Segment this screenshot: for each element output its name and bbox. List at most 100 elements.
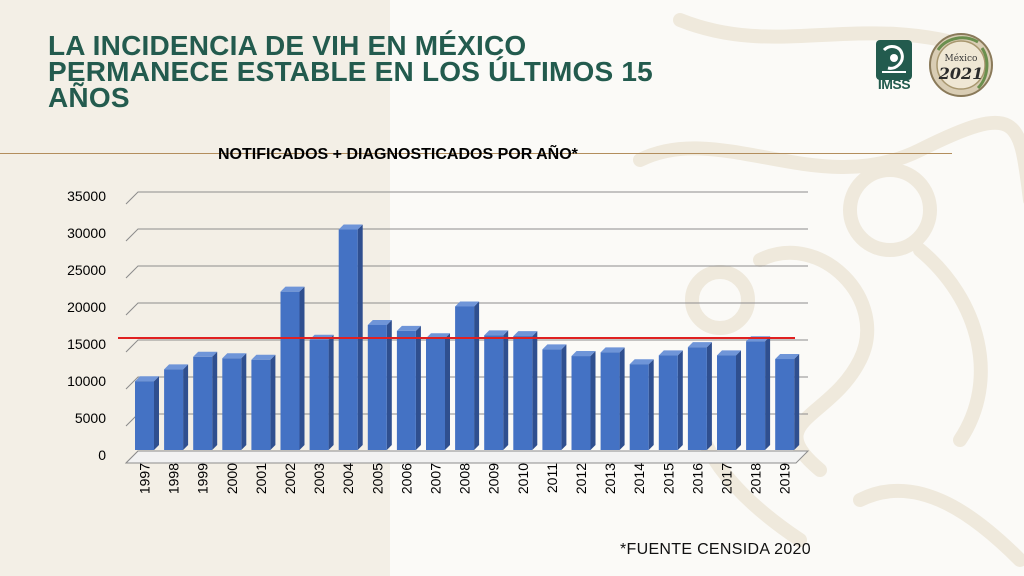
bar-side (590, 351, 596, 450)
x-tick-label: 2014 (631, 463, 647, 494)
slide-title-line-3: AÑOS (48, 82, 130, 113)
bar-2011 (542, 344, 567, 450)
imss-logo-icon (876, 40, 912, 80)
x-tick-label: 1999 (195, 463, 211, 494)
x-tick-label: 2018 (748, 463, 764, 494)
bar-front (222, 358, 242, 450)
bar-front (164, 369, 184, 450)
bar-top (455, 301, 480, 307)
bar-top (222, 353, 247, 359)
x-tick-label: 2000 (224, 463, 240, 494)
bar-front (193, 356, 213, 450)
bar-front (135, 381, 154, 450)
bar-top (717, 350, 741, 356)
bar-side (736, 350, 741, 450)
bar-front (426, 338, 445, 450)
bar-2001 (251, 354, 276, 450)
x-tick-label: 2006 (398, 463, 414, 494)
bar-side (677, 350, 683, 450)
bar-top (164, 364, 189, 370)
bar-front (629, 364, 649, 450)
chart-floor (124, 450, 810, 464)
x-tick-label: 2015 (660, 463, 676, 494)
x-tick-label: 1998 (166, 463, 182, 494)
gridline-15000 (125, 339, 808, 353)
bar-front (251, 359, 271, 450)
x-tick-label: 2016 (689, 463, 705, 494)
bar-front (280, 291, 300, 450)
mexico-2021-seal-icon (929, 33, 993, 97)
bar-side (794, 354, 800, 450)
bar-2019 (775, 354, 800, 450)
y-tick-label: 35000 (67, 188, 106, 204)
chart-bars (135, 224, 800, 450)
x-tick-label: 2011 (544, 463, 560, 493)
slide-title: LA INCIDENCIA DE VIH EN MÉXICO PERMANECE… (48, 32, 768, 113)
bar-side (765, 336, 771, 450)
gridline-25000 (125, 265, 808, 279)
x-tick-label: 1997 (137, 463, 153, 494)
bar-front (746, 341, 766, 450)
bar-top (571, 351, 596, 357)
bar-front (396, 330, 416, 450)
bar-top (280, 286, 305, 292)
x-tick-label: 2008 (457, 463, 473, 494)
x-tick-label: 2013 (602, 463, 618, 494)
x-axis-tick-labels: 1997 1998 1999 2000 2001 2002 2003 2004 2005 2006… (137, 463, 793, 494)
bar-side (415, 325, 421, 450)
bar-side (299, 286, 305, 450)
bar-2012 (571, 351, 596, 450)
background-left-panel (0, 0, 390, 576)
bar-2000 (222, 353, 247, 450)
x-tick-label: 2017 (719, 463, 735, 494)
bar-1997 (135, 376, 159, 450)
header-divider (0, 153, 952, 154)
gridline-20000 (125, 302, 808, 316)
bar-top (367, 319, 392, 325)
bar-side (241, 353, 247, 450)
bar-front (309, 339, 329, 450)
bar-side (212, 351, 218, 450)
y-tick-label: 15000 (67, 336, 106, 352)
bar-side (619, 347, 625, 450)
bar-top (338, 224, 363, 230)
bar-2004 (338, 224, 363, 450)
bar-side (270, 354, 276, 450)
bar-side (183, 364, 189, 450)
seal-year-text: 2021 (938, 64, 984, 83)
y-tick-label: 5000 (75, 410, 106, 426)
y-tick-label: 20000 (67, 299, 106, 315)
x-tick-label: 2001 (253, 463, 269, 494)
x-tick-label: 2003 (311, 463, 327, 494)
y-tick-label: 30000 (67, 225, 106, 241)
bar-2002 (280, 286, 305, 450)
bar-top (193, 351, 218, 357)
x-tick-label: 2012 (573, 463, 589, 494)
source-note: *FUENTE CENSIDA 2020 (620, 541, 811, 558)
bar-1998 (164, 364, 189, 450)
bar-top (513, 331, 538, 337)
bar-front (542, 349, 562, 450)
bar-front (658, 355, 678, 450)
bar-2003 (309, 334, 334, 450)
bar-2005 (367, 319, 392, 450)
chart-gridlines (124, 191, 810, 464)
bar-front (484, 335, 504, 450)
bar-side (445, 333, 450, 450)
y-axis-tick-labels: 0 5000 10000 15000 20000 25000 30000 35000 (67, 188, 106, 463)
bar-top (658, 350, 683, 356)
x-tick-label: 2010 (515, 463, 531, 494)
bar-front (717, 355, 736, 450)
bar-top (542, 344, 567, 350)
bar-side (532, 331, 538, 450)
x-tick-label: 2005 (369, 463, 385, 494)
bar-front (571, 356, 591, 450)
bar-top (687, 342, 712, 348)
imss-logo-text: IMSS (877, 76, 911, 92)
slide-title-line-2: PERMANECE ESTABLE EN LOS ÚLTIMOS 15 (48, 56, 653, 87)
bar-top (484, 330, 509, 336)
chart-title: NOTIFICADOS + DIAGNOSTICADOS POR AÑO* (218, 146, 578, 163)
background-right-panel (390, 0, 1024, 576)
bar-front (600, 352, 620, 450)
